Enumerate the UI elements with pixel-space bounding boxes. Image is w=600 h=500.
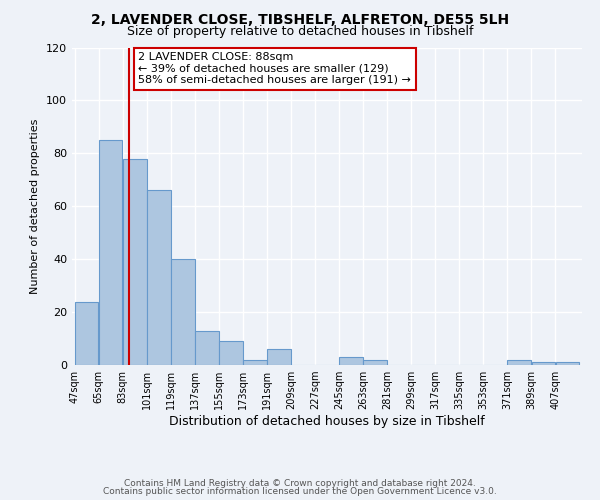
Text: Contains public sector information licensed under the Open Government Licence v3: Contains public sector information licen…: [103, 487, 497, 496]
Bar: [556, 362, 579, 365]
Bar: [147, 190, 170, 365]
Bar: [219, 341, 242, 365]
Bar: [339, 357, 363, 365]
Bar: [243, 360, 266, 365]
Bar: [363, 360, 387, 365]
Bar: [195, 330, 218, 365]
Bar: [508, 360, 531, 365]
Bar: [123, 158, 146, 365]
Text: 2, LAVENDER CLOSE, TIBSHELF, ALFRETON, DE55 5LH: 2, LAVENDER CLOSE, TIBSHELF, ALFRETON, D…: [91, 12, 509, 26]
Bar: [267, 349, 291, 365]
Bar: [99, 140, 122, 365]
Bar: [75, 302, 98, 365]
X-axis label: Distribution of detached houses by size in Tibshelf: Distribution of detached houses by size …: [169, 415, 485, 428]
Text: 2 LAVENDER CLOSE: 88sqm
← 39% of detached houses are smaller (129)
58% of semi-d: 2 LAVENDER CLOSE: 88sqm ← 39% of detache…: [139, 52, 411, 86]
Bar: [532, 362, 555, 365]
Text: Size of property relative to detached houses in Tibshelf: Size of property relative to detached ho…: [127, 25, 473, 38]
Y-axis label: Number of detached properties: Number of detached properties: [31, 118, 40, 294]
Text: Contains HM Land Registry data © Crown copyright and database right 2024.: Contains HM Land Registry data © Crown c…: [124, 478, 476, 488]
Bar: [171, 259, 194, 365]
